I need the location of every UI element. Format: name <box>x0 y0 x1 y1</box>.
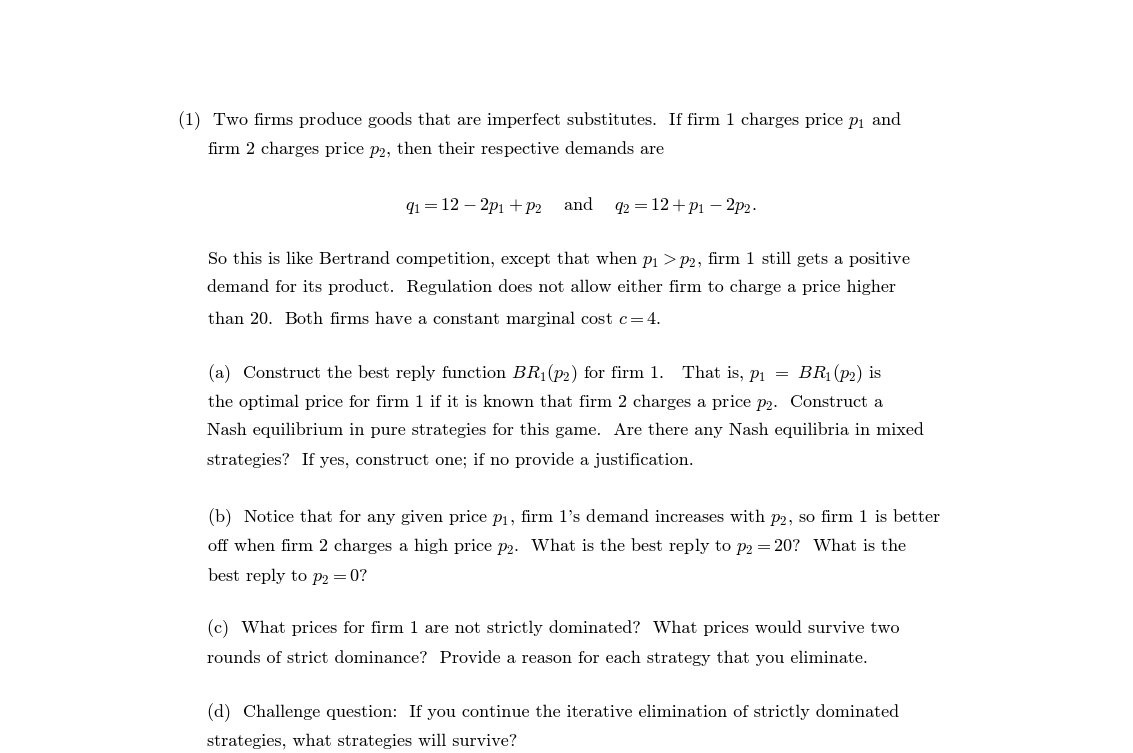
Text: (c)  What prices for firm 1 are not strictly dominated?  What prices would survi: (c) What prices for firm 1 are not stric… <box>207 620 900 639</box>
Text: the optimal price for firm 1 if it is known that firm 2 charges a price $p_2$.  : the optimal price for firm 1 if it is kn… <box>207 392 885 413</box>
Text: best reply to $p_2 = 0$?: best reply to $p_2 = 0$? <box>207 566 368 587</box>
Text: demand for its product.  Regulation does not allow either firm to charge a price: demand for its product. Regulation does … <box>207 279 896 294</box>
Text: (a)  Construct the best reply function $BR_1(p_2)$ for firm 1.   That is, $p_1 \: (a) Construct the best reply function $B… <box>207 362 883 385</box>
Text: (d)  Challenge question:  If you continue the iterative elimination of strictly : (d) Challenge question: If you continue … <box>207 703 900 722</box>
Text: than 20.  Both firms have a constant marginal cost $c = 4$.: than 20. Both firms have a constant marg… <box>207 309 662 329</box>
Text: $q_1 = 12 - 2p_1 + p_2 \quad$ and $\quad q_2 = 12 + p_1 - 2p_2$.: $q_1 = 12 - 2p_1 + p_2 \quad$ and $\quad… <box>404 195 757 216</box>
Text: Nash equilibrium in pure strategies for this game.  Are there any Nash equilibri: Nash equilibrium in pure strategies for … <box>207 422 925 438</box>
Text: strategies, what strategies will survive?: strategies, what strategies will survive… <box>207 733 518 749</box>
Text: (1)  Two firms produce goods that are imperfect substitutes.  If firm 1 charges : (1) Two firms produce goods that are imp… <box>177 109 902 132</box>
Text: (b)  Notice that for any given price $p_1$, firm 1's demand increases with $p_2$: (b) Notice that for any given price $p_1… <box>207 506 942 529</box>
Text: strategies?  If yes, construct one; if no provide a justification.: strategies? If yes, construct one; if no… <box>207 453 695 469</box>
Text: off when firm 2 charges a high price $p_2$.  What is the best reply to $p_2 = 20: off when firm 2 charges a high price $p_… <box>207 536 908 557</box>
Text: rounds of strict dominance?  Provide a reason for each strategy that you elimina: rounds of strict dominance? Provide a re… <box>207 650 868 666</box>
Text: So this is like Bertrand competition, except that when $p_1 > p_2$, firm 1 still: So this is like Bertrand competition, ex… <box>207 248 911 270</box>
Text: firm 2 charges price $p_2$, then their respective demands are: firm 2 charges price $p_2$, then their r… <box>207 139 666 160</box>
